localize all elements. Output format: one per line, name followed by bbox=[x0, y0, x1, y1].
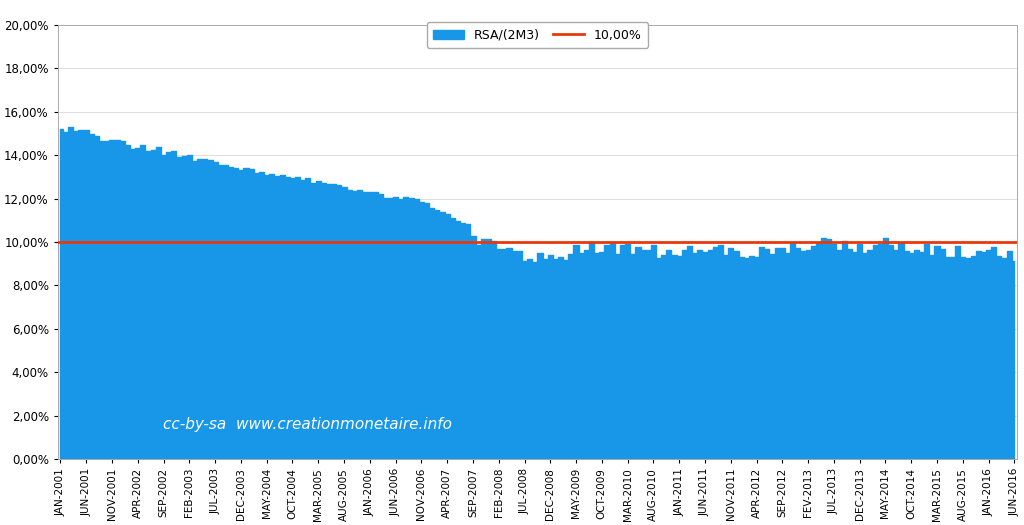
Legend: RSA/(2M3), 10,00%: RSA/(2M3), 10,00% bbox=[427, 23, 648, 48]
10,00% bbox=[59, 239, 72, 245]
Text: cc-by-sa  www.creationmonetaire.info: cc-by-sa www.creationmonetaire.info bbox=[163, 416, 453, 432]
10,00% bbox=[54, 239, 67, 245]
